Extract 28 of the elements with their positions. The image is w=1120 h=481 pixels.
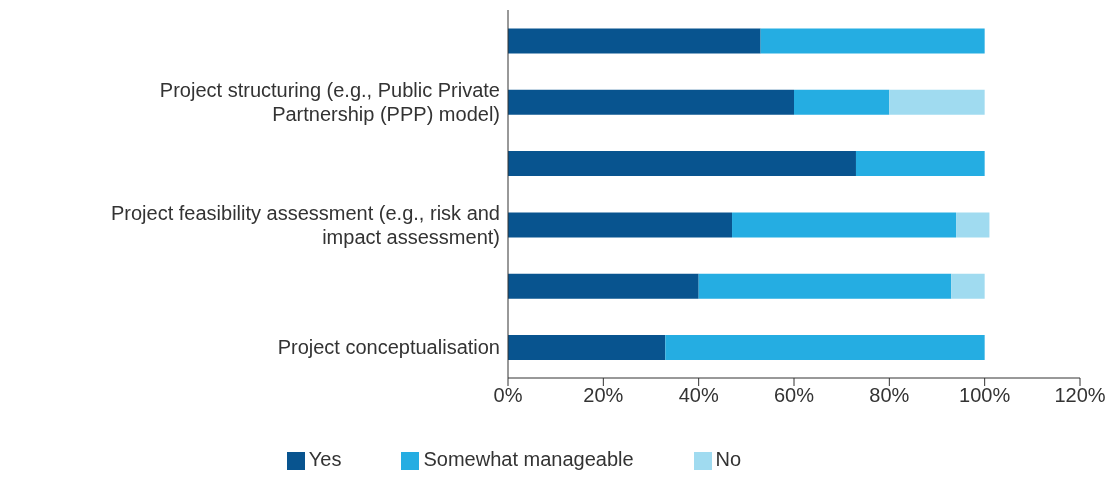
bar [508, 89, 794, 115]
y-tick-label: Project structuring (e.g., Public Private Partnership (PPP) model) [159, 79, 500, 125]
bar [508, 151, 856, 177]
x-tick-label: 60% [773, 384, 815, 407]
y-tick-label: Project feasibility assessment (e.g., risk and impact assessment) [110, 201, 500, 248]
bar [508, 273, 699, 299]
legend-label: No [715, 448, 742, 470]
bar [665, 335, 985, 361]
bar [889, 89, 985, 115]
x-tick-label: 100% [959, 384, 1011, 407]
bar [956, 212, 990, 238]
bar [794, 89, 890, 115]
x-tick-label: 0% [493, 384, 523, 407]
x-tick-label: 20% [583, 384, 624, 407]
bar [508, 212, 733, 238]
bar [732, 212, 957, 238]
y-tick-label: Project conceptualisation [277, 336, 500, 359]
x-tick-label: 40% [678, 384, 719, 407]
x-tick-label: 120% [1054, 384, 1106, 407]
legend-label: Yes [308, 448, 342, 470]
bar [760, 28, 985, 54]
bar [951, 273, 985, 299]
bar [508, 28, 761, 54]
bar [698, 273, 952, 299]
x-tick-label: 80% [869, 384, 910, 407]
bar [855, 151, 985, 177]
legend-label: Somewhat manageable [423, 448, 634, 470]
bar [508, 335, 666, 361]
